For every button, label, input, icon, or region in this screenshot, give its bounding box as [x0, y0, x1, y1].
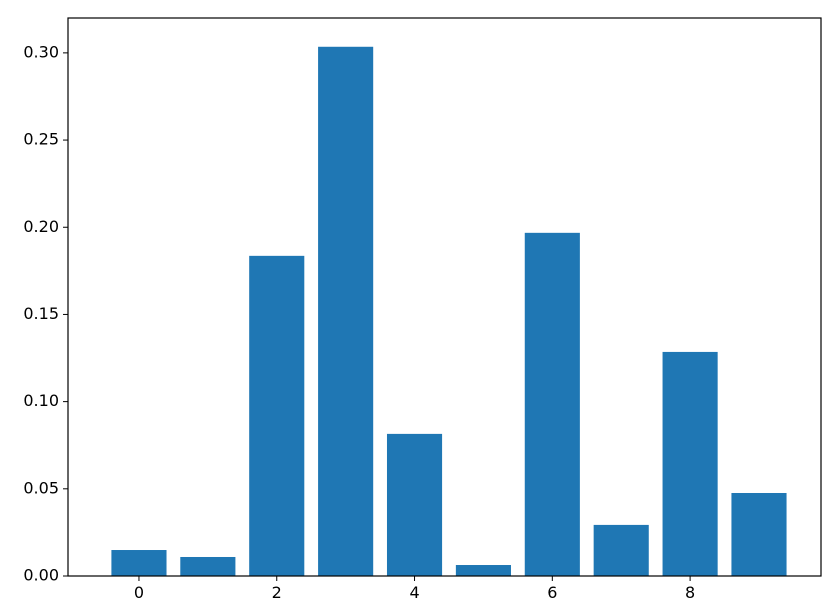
bar	[180, 556, 236, 576]
x-tick-label: 0	[134, 583, 144, 602]
x-tick-label: 4	[409, 583, 419, 602]
bar	[662, 351, 718, 576]
bar	[455, 565, 511, 576]
bar	[249, 255, 305, 576]
bar	[731, 492, 787, 576]
x-tick-label: 2	[272, 583, 282, 602]
y-tick-label: 0.15	[23, 304, 59, 323]
bar	[386, 433, 443, 576]
y-tick-label: 0.05	[23, 478, 59, 497]
bar	[318, 46, 374, 577]
bar	[524, 232, 580, 576]
bar	[111, 550, 167, 576]
y-tick-label: 0.10	[23, 391, 59, 410]
x-tick-label: 8	[685, 583, 695, 602]
y-tick-label: 0.30	[23, 42, 59, 61]
bar	[593, 524, 649, 576]
x-tick-label: 6	[547, 583, 557, 602]
y-tick-label: 0.25	[23, 130, 59, 149]
y-tick-label: 0.00	[23, 566, 59, 585]
y-tick-label: 0.20	[23, 217, 59, 236]
plot-frame	[67, 17, 822, 577]
